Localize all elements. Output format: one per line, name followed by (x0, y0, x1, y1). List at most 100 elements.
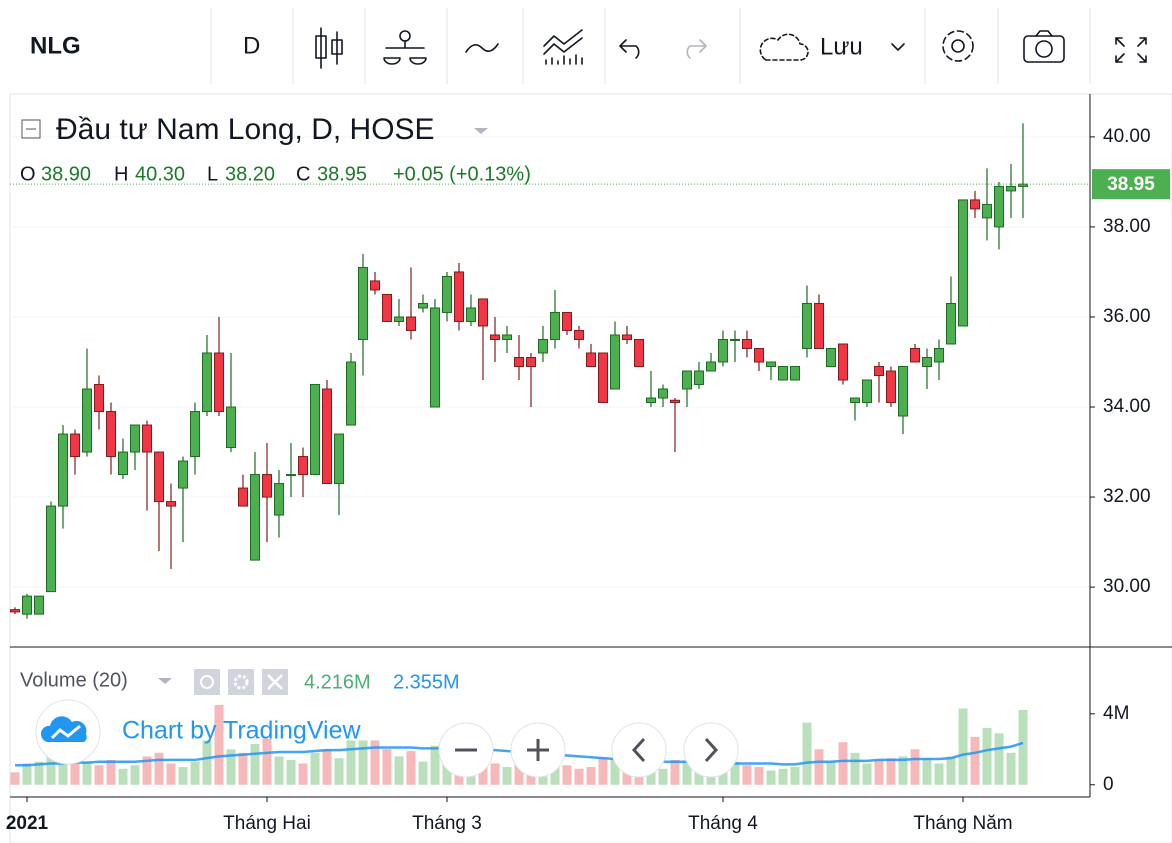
volume-bar (286, 759, 296, 785)
candle-body (646, 397, 656, 404)
candle-body (370, 280, 380, 291)
save-button[interactable]: Lưu (759, 33, 905, 61)
undo-icon[interactable] (619, 39, 640, 59)
readout-change: +0.05 (+0.13%) (393, 163, 531, 185)
volume-bar (214, 704, 224, 785)
volume-bar (694, 767, 704, 785)
candle-body (478, 298, 488, 327)
symbol-button[interactable]: NLG (30, 32, 81, 59)
snapshot-icon[interactable] (1023, 30, 1065, 63)
candle-body (574, 329, 584, 340)
volume-bar (202, 740, 212, 785)
line-icon[interactable] (465, 43, 499, 53)
readout-value: 40.30 (135, 163, 185, 185)
candle-body (250, 474, 260, 561)
volume-bar (1018, 709, 1028, 785)
volume-bar (334, 758, 344, 785)
candle-body (430, 307, 440, 408)
candle-body (898, 365, 908, 417)
candle-body (382, 293, 392, 322)
volume-bar (298, 763, 308, 785)
x-tick-label: Tháng 3 (412, 813, 482, 834)
candle-body (178, 460, 188, 489)
candle-body (730, 338, 740, 341)
volume-bar (898, 756, 908, 785)
candle-body (706, 361, 716, 372)
grid (10, 136, 1090, 588)
candle-body (490, 334, 500, 340)
compare-icon[interactable] (543, 29, 583, 65)
volume-bar (34, 761, 44, 785)
candle-body (754, 347, 764, 363)
volume-bar (190, 761, 200, 785)
collapse-toggle[interactable] (21, 119, 41, 139)
interval[interactable]: D (243, 32, 260, 59)
candle-body (550, 311, 560, 340)
candle-body (742, 338, 752, 349)
volume-bar (742, 765, 752, 785)
volume-bar (118, 768, 128, 785)
volume-bar (130, 765, 140, 785)
candle-body (958, 199, 968, 327)
volume-bar (22, 763, 32, 785)
volume-dropdown[interactable] (158, 678, 172, 684)
candle-body (106, 411, 116, 458)
volume-bar (862, 763, 872, 785)
title-dropdown[interactable] (474, 128, 488, 134)
volume-bar (250, 743, 260, 785)
candle-body (994, 185, 1004, 228)
candle-body (970, 199, 980, 210)
save-label[interactable]: Lưu (820, 33, 863, 60)
candle-body (610, 334, 620, 390)
candle-body (766, 361, 776, 367)
scroll-right-icon (704, 737, 719, 763)
scroll-left-button[interactable] (611, 722, 667, 778)
eye-icon (200, 675, 214, 689)
candle-body (1018, 183, 1028, 187)
fullscreen-icon[interactable] (1115, 37, 1147, 63)
candle-body (778, 365, 788, 381)
y-tick-label: 32.00 (1103, 486, 1151, 507)
readout-label: L (207, 163, 218, 185)
x-tick-label: Tháng 4 (688, 813, 758, 834)
candle-body (982, 203, 992, 219)
volume-bar (826, 761, 836, 785)
readout-label: O (20, 163, 36, 185)
volume-bar (154, 752, 164, 785)
candles-icon[interactable] (315, 27, 343, 69)
chart-frame (9, 93, 1172, 843)
candle-body (814, 302, 824, 349)
candle-body (586, 352, 596, 367)
volume-bar (934, 763, 944, 785)
candle-body (514, 356, 524, 367)
candle-body (334, 433, 344, 485)
eye-button[interactable] (194, 669, 220, 695)
candle-body (634, 338, 644, 367)
candle-body (394, 316, 404, 322)
candle-body (694, 370, 704, 386)
volume-bar (274, 756, 284, 785)
candle-body (22, 595, 32, 615)
candle-body (310, 384, 320, 476)
volume-bar (70, 763, 80, 785)
indicators-icon[interactable] (383, 30, 427, 65)
x-tick-label: Tháng Hai (223, 813, 311, 834)
candle-body (622, 334, 632, 340)
symbol[interactable]: NLG (30, 32, 81, 59)
y-tick-label: 40.00 (1103, 126, 1151, 147)
candle-body (466, 307, 476, 322)
candle-body (502, 334, 512, 340)
volume-bar (502, 767, 512, 785)
settings-icon[interactable] (942, 30, 974, 62)
price-tag (1092, 169, 1170, 200)
settings-button[interactable] (228, 669, 254, 695)
candle-body (562, 311, 572, 331)
volume-bar (58, 758, 68, 785)
redo-icon[interactable] (686, 39, 707, 59)
scroll-right-button[interactable] (683, 722, 739, 778)
candle-body (874, 365, 884, 377)
y-tick-label: 34.00 (1103, 396, 1151, 417)
toolbar: NLG D Lưu (0, 0, 1172, 92)
candle-body (70, 433, 80, 458)
